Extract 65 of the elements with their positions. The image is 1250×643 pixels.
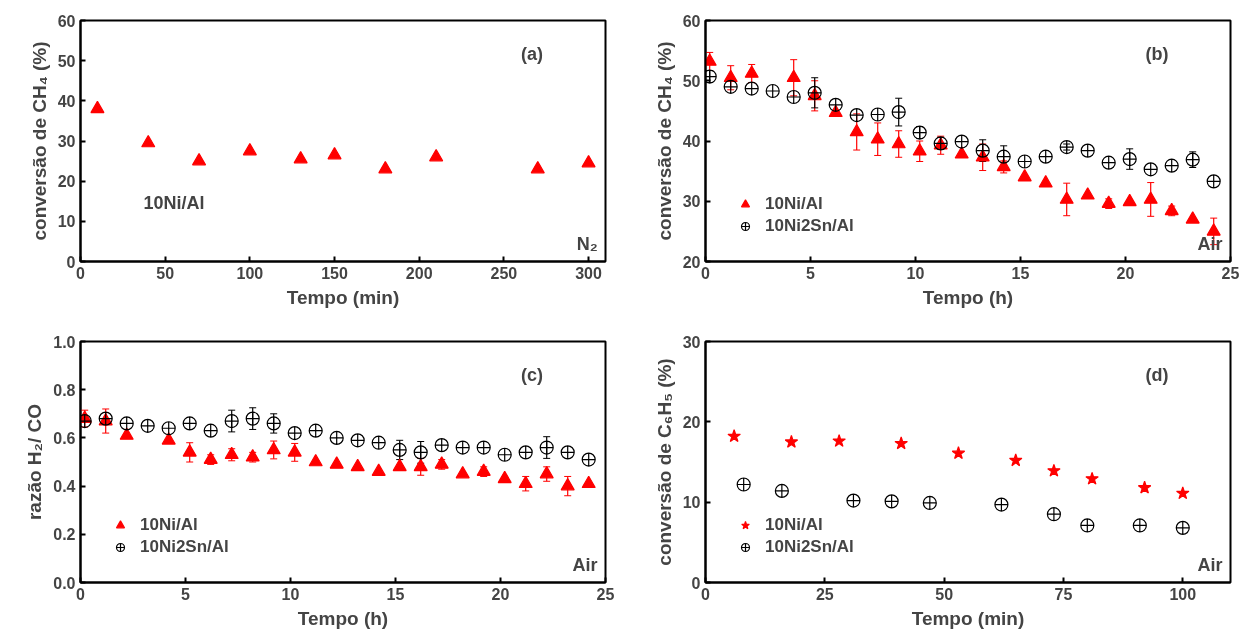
x-tick-label: 50 [935,585,954,603]
x-tick-label: 5 [806,264,816,282]
y-tick-label: 40 [682,133,701,150]
x-tick-label: 100 [1169,585,1197,603]
annotation: 10Ni/Al [143,193,205,214]
annotation: (a) [521,43,544,64]
y-tick-label: 1.0 [53,333,76,351]
annotation: Air [1197,234,1223,255]
x-tick-label: 25 [596,585,615,603]
x-tick-label: 15 [1011,264,1030,282]
y-tick-label: 30 [57,133,76,150]
y-axis-title: razão H₂/ CO [24,403,46,521]
y-axis-title: conversão de CH₄ (%) [653,41,675,241]
y-tick-label: 30 [682,193,701,211]
x-tick-label: 250 [490,264,518,282]
x-axis-title: Tempo (min) [286,286,400,308]
y-tick-label: 40 [57,92,76,110]
x-tick-label: 20 [1116,264,1135,282]
x-axis-title: Tempo (h) [297,607,389,629]
y-tick-label: 0.4 [53,478,76,496]
x-tick-label: 100 [236,264,264,282]
x-tick-label: 15 [386,585,405,603]
x-tick-label: 150 [321,264,348,282]
y-tick-label: 30 [682,333,701,351]
y-tick-label: 0 [66,253,76,271]
y-tick-label: 60 [57,12,76,30]
annotation: Air [1197,555,1223,576]
legend-label: 10Ni/Al [140,515,198,535]
y-tick-label: 60 [682,12,701,30]
x-tick-label: 75 [1054,585,1073,603]
y-tick-label: 20 [682,413,701,431]
y-tick-label: 10 [57,213,76,231]
y-tick-label: 50 [57,52,76,70]
annotation: (b) [1145,43,1169,64]
y-tick-label: 10 [682,494,701,512]
x-tick-label: 300 [575,264,603,282]
y-tick-label: 0.0 [53,574,76,592]
annotation: (c) [521,364,544,385]
x-tick-label: 25 [1221,264,1240,282]
legend-label: 10Ni2Sn/Al [765,216,854,236]
x-tick-label: 20 [491,585,510,603]
x-tick-label: 25 [815,585,834,603]
legend-label: 10Ni2Sn/Al [765,537,854,557]
legend-label: 10Ni/Al [765,515,823,535]
legend-label: 10Ni/Al [765,194,823,214]
x-axis-title: Tempo (min) [911,607,1025,629]
y-axis-title: conversão de CH₄ (%) [28,41,50,241]
y-tick-label: 0.8 [53,381,76,399]
y-tick-label: 20 [682,253,701,271]
y-tick-label: 50 [682,72,701,90]
annotation: Air [572,555,598,576]
x-tick-label: 50 [156,264,175,282]
legend-label: 10Ni2Sn/Al [140,537,229,557]
y-axis-title: conversão de C₆H₅ (%) [653,358,675,566]
y-tick-label: 0.6 [53,429,76,447]
x-tick-label: 200 [405,264,433,282]
annotation: (d) [1145,364,1169,385]
y-tick-label: 0.2 [53,526,76,544]
y-tick-label: 0 [691,574,701,592]
x-tick-label: 10 [906,264,925,282]
annotation: N₂ [576,234,598,255]
x-tick-label: 5 [181,585,191,603]
y-tick-label: 20 [57,173,76,191]
x-axis-title: Tempo (h) [922,286,1014,308]
x-tick-label: 10 [281,585,300,603]
